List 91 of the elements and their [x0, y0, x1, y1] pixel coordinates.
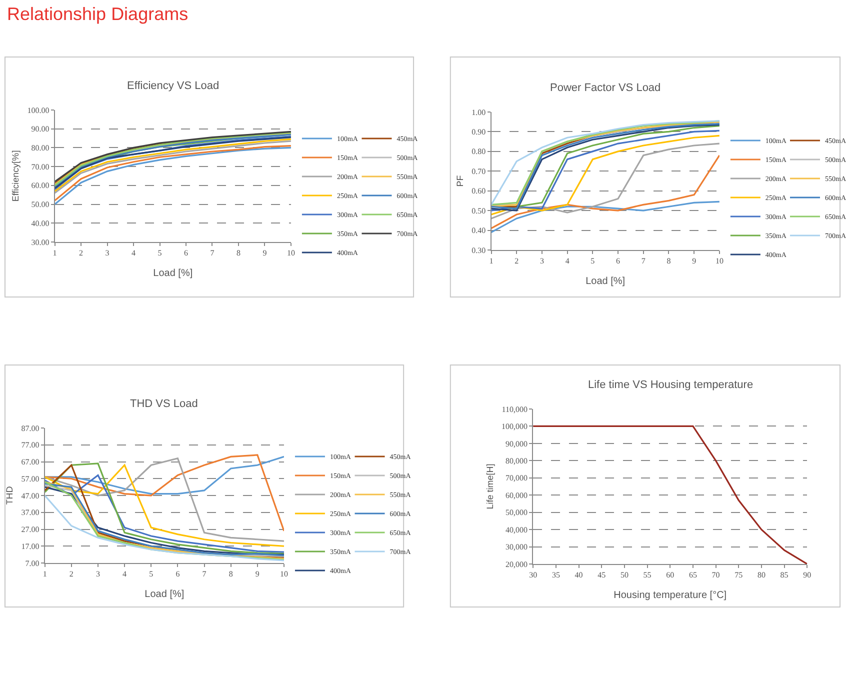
x-tick-label: 6 [176, 570, 180, 579]
chart-title: Efficiency VS Load [127, 80, 220, 92]
x-tick-label: 2 [79, 248, 84, 258]
y-tick-label: 110,000 [502, 404, 528, 414]
x-tick-label: 1 [42, 570, 47, 579]
x-tick-label: 35 [552, 570, 560, 580]
y-axis-title: Life time[H] [484, 464, 495, 510]
y-tick-label: 90,000 [506, 439, 528, 448]
y-tick-label: 0.50 [472, 206, 486, 216]
x-tick-label: 50 [620, 570, 628, 580]
x-tick-label: 8 [236, 248, 240, 258]
y-tick-label: 60,000 [506, 490, 528, 500]
x-tick-label: 5 [158, 248, 162, 258]
x-tick-label: 10 [280, 570, 288, 579]
x-axis-title: Housing temperature [°C] [614, 590, 727, 602]
y-tick-label: 50.00 [31, 200, 50, 210]
y-tick-label: 0.60 [472, 186, 486, 196]
y-axis-title: THD [4, 486, 15, 505]
x-tick-label: 7 [202, 570, 206, 579]
x-tick-label: 85 [780, 570, 788, 580]
chart-title: Power Factor VS Load [550, 82, 661, 94]
y-tick-label: 57.00 [21, 474, 40, 484]
x-tick-label: 45 [598, 570, 606, 580]
y-tick-label: 100.00 [27, 106, 50, 115]
x-tick-label: 4 [122, 570, 127, 579]
y-tick-label: 20,000 [506, 560, 528, 569]
y-tick-label: 1.00 [472, 108, 486, 117]
x-tick-label: 2 [69, 570, 74, 579]
x-tick-label: 8 [666, 256, 671, 266]
y-tick-label: 0.80 [472, 147, 486, 156]
x-tick-label: 70 [712, 570, 720, 580]
x-tick-label: 9 [262, 248, 267, 258]
y-tick-label: 0.40 [472, 226, 486, 236]
x-tick-label: 90 [803, 570, 812, 580]
x-tick-label: 9 [255, 570, 260, 579]
chart-title: THD VS Load [130, 398, 198, 410]
x-tick-label: 3 [105, 248, 110, 258]
y-tick-label: 67.00 [21, 458, 40, 467]
y-tick-label: 77.00 [21, 440, 40, 450]
y-tick-label: 80.00 [31, 144, 50, 153]
y-tick-label: 70,000 [506, 474, 528, 483]
x-tick-label: 10 [715, 256, 724, 266]
y-tick-label: 87.00 [21, 424, 40, 433]
x-tick-label: 10 [286, 248, 295, 258]
x-tick-label: 1 [489, 256, 494, 266]
x-tick-label: 40 [574, 570, 583, 580]
x-tick-label: 65 [688, 570, 697, 580]
x-tick-label: 80 [757, 570, 766, 580]
text: Relationship Diagrams [7, 4, 188, 24]
x-tick-label: 60 [666, 570, 674, 580]
x-tick-label: 9 [692, 256, 696, 266]
x-tick-label: 30 [529, 570, 538, 580]
y-tick-label: 47.00 [21, 491, 40, 500]
x-tick-label: 8 [228, 570, 233, 579]
x-tick-label: 4 [132, 248, 136, 258]
y-tick-label: 80,000 [506, 456, 528, 466]
x-tick-label: 7 [210, 248, 214, 258]
x-tick-label: 3 [96, 570, 100, 579]
x-axis-title: Load [%] [153, 268, 193, 280]
x-axis-title: Load [%] [144, 589, 184, 600]
chart-title: Life time VS Housing temperature [588, 379, 754, 391]
y-tick-label: 60.00 [31, 181, 50, 190]
y-tick-label: 0.70 [472, 166, 486, 176]
y-tick-label: 90.00 [31, 124, 50, 134]
x-tick-label: 1 [52, 248, 57, 258]
y-tick-label: 30.00 [31, 238, 50, 247]
y-tick-label: 37.00 [21, 508, 40, 518]
x-tick-label: 6 [184, 248, 188, 258]
x-tick-label: 5 [590, 256, 595, 266]
y-tick-label: 50,000 [506, 508, 528, 518]
y-tick-label: 0.30 [472, 246, 486, 255]
x-axis-title: Load [%] [586, 276, 626, 288]
x-tick-label: 4 [565, 256, 570, 266]
y-tick-label: 27.00 [21, 525, 40, 534]
x-tick-label: 6 [616, 256, 620, 266]
y-tick-label: 30,000 [506, 542, 528, 552]
y-tick-label: 100,000 [502, 422, 528, 432]
y-tick-label: 40.00 [31, 218, 50, 228]
y-tick-label: 0.90 [472, 128, 486, 137]
x-tick-label: 55 [643, 570, 652, 580]
x-tick-label: 5 [149, 570, 154, 579]
x-tick-label: 2 [514, 256, 519, 266]
y-tick-label: 40,000 [506, 525, 528, 534]
x-tick-label: 75 [734, 570, 743, 580]
y-axis-title: PF [455, 174, 466, 187]
y-tick-label: 7.00 [25, 558, 40, 568]
y-axis-title: Efficiency[%] [10, 150, 21, 202]
y-tick-label: 70.00 [31, 162, 50, 172]
y-tick-label: 17.00 [21, 542, 40, 551]
x-tick-label: 3 [540, 256, 544, 266]
x-tick-label: 7 [641, 256, 646, 266]
